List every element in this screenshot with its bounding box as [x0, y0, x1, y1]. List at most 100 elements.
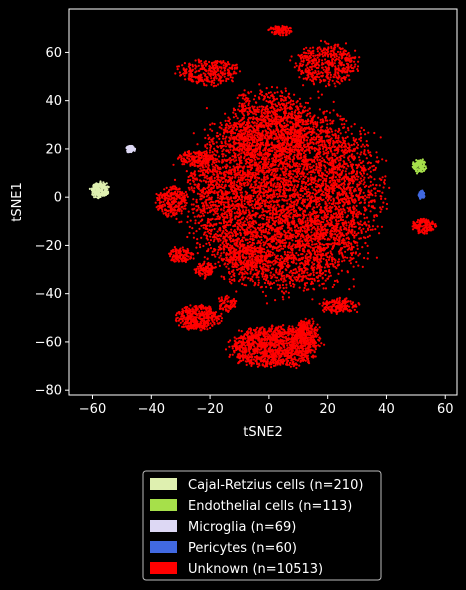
- data-point: [317, 204, 320, 207]
- data-point: [363, 149, 366, 152]
- data-point: [246, 242, 249, 245]
- data-point: [341, 255, 344, 258]
- data-point: [375, 214, 379, 217]
- data-point: [253, 157, 256, 160]
- data-point: [208, 189, 211, 192]
- data-point: [383, 179, 386, 182]
- data-point: [252, 273, 255, 276]
- data-point: [229, 244, 232, 247]
- data-point: [309, 215, 312, 219]
- data-point: [219, 254, 222, 257]
- data-point: [222, 245, 225, 248]
- data-point: [341, 143, 344, 146]
- data-point: [272, 281, 276, 284]
- data-point: [313, 147, 316, 150]
- data-point: [290, 110, 294, 113]
- data-point: [235, 290, 238, 293]
- data-point: [271, 282, 274, 285]
- data-point: [231, 168, 234, 171]
- data-point: [202, 214, 205, 217]
- data-point: [326, 213, 329, 216]
- data-point: [269, 163, 272, 167]
- data-point: [247, 277, 250, 280]
- data-point: [245, 223, 248, 227]
- data-point: [336, 141, 339, 144]
- data-point: [346, 135, 349, 138]
- data-point: [343, 259, 346, 262]
- data-point: [354, 173, 357, 176]
- data-point: [197, 206, 200, 209]
- data-point: [236, 168, 239, 172]
- data-point: [350, 192, 353, 195]
- data-point: [238, 185, 241, 188]
- data-point: [339, 141, 342, 144]
- data-point: [321, 237, 324, 240]
- data-point: [189, 219, 192, 222]
- data-point: [260, 191, 263, 194]
- data-point: [319, 272, 322, 275]
- data-point: [240, 200, 243, 203]
- data-point: [282, 164, 285, 168]
- data-point: [302, 173, 305, 176]
- data-point: [380, 197, 383, 200]
- data-point: [209, 247, 213, 250]
- data-point: [355, 204, 358, 207]
- data-point: [338, 184, 341, 187]
- data-point: [247, 118, 250, 121]
- data-point: [344, 148, 347, 151]
- data-point: [279, 261, 282, 265]
- data-point: [328, 188, 331, 191]
- data-point: [319, 230, 322, 233]
- data-point: [374, 194, 377, 197]
- data-point: [302, 180, 305, 183]
- data-point: [231, 279, 234, 282]
- data-point: [274, 189, 277, 192]
- data-point: [333, 152, 336, 155]
- data-point: [317, 178, 321, 181]
- data-point: [349, 262, 352, 265]
- data-point: [336, 152, 339, 155]
- data-point: [303, 150, 306, 153]
- data-point: [333, 242, 336, 245]
- data-point: [215, 160, 218, 164]
- data-point: [305, 244, 308, 247]
- data-point: [209, 239, 212, 242]
- data-point: [331, 145, 334, 148]
- data-point: [260, 178, 263, 181]
- data-point: [265, 251, 268, 255]
- data-point: [186, 215, 189, 218]
- data-point: [213, 189, 216, 193]
- data-point: [298, 207, 302, 210]
- data-point: [213, 153, 216, 156]
- data-point: [345, 186, 349, 190]
- data-point: [265, 218, 268, 221]
- data-point: [322, 190, 325, 193]
- data-point: [252, 192, 255, 195]
- data-point: [301, 262, 304, 265]
- data-point: [274, 269, 278, 272]
- data-point: [323, 266, 326, 269]
- data-point: [373, 199, 376, 202]
- data-point: [306, 271, 309, 274]
- data-point: [255, 276, 258, 279]
- data-point: [178, 221, 181, 224]
- data-point: [359, 130, 362, 133]
- data-point: [326, 119, 329, 122]
- data-point: [244, 212, 247, 215]
- data-point: [298, 270, 301, 273]
- data-point: [254, 158, 257, 161]
- data-point: [269, 205, 272, 208]
- data-point: [298, 177, 301, 180]
- data-point: [225, 253, 228, 256]
- data-point: [205, 165, 208, 168]
- data-point: [327, 152, 330, 155]
- data-point: [361, 195, 365, 199]
- data-point: [254, 212, 257, 215]
- data-point: [299, 193, 302, 197]
- data-point: [302, 247, 305, 250]
- data-point: [285, 154, 288, 158]
- data-point: [329, 127, 332, 130]
- data-point: [322, 180, 325, 183]
- data-point: [227, 267, 230, 270]
- data-point: [210, 230, 213, 233]
